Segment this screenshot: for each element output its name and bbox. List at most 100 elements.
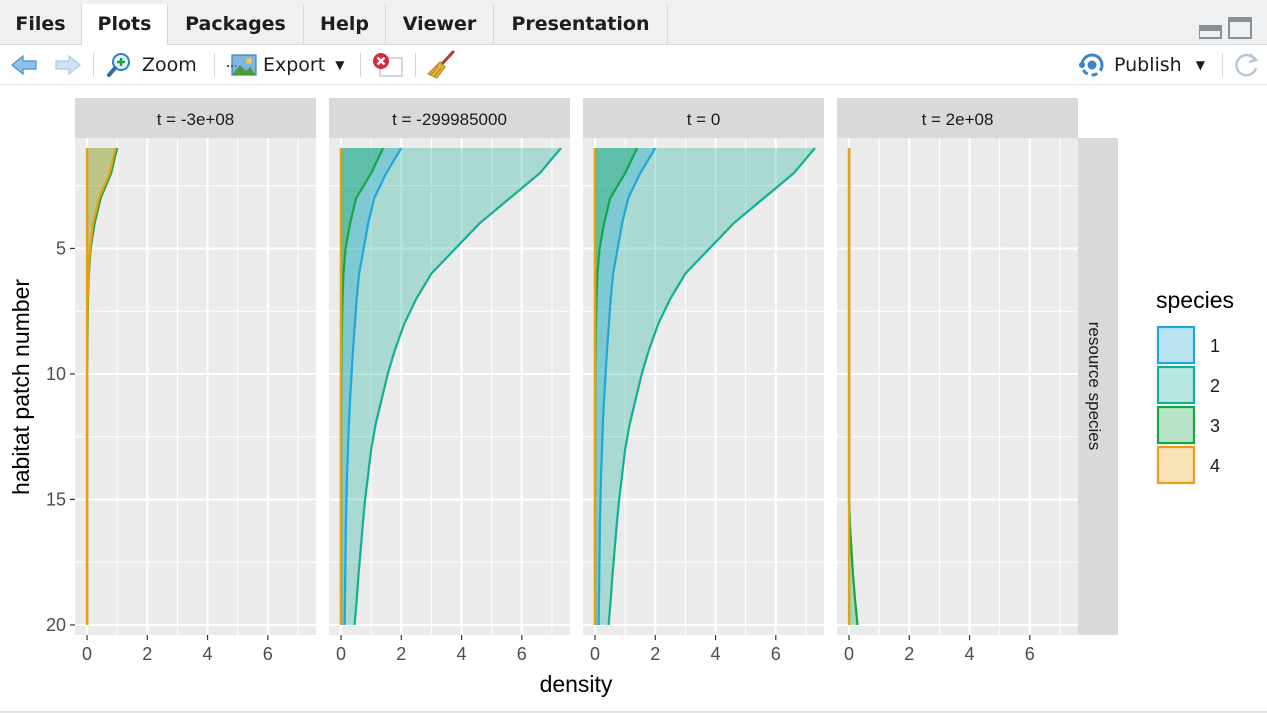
facet-strip [583, 98, 824, 138]
minimize-icon[interactable] [1198, 25, 1222, 39]
x-tick-label: 0 [336, 644, 346, 664]
pane-tab-bar: Files Plots Packages Help Viewer Present… [0, 0, 1267, 46]
legend-swatch [1156, 445, 1196, 485]
refresh-button[interactable] [1233, 45, 1261, 85]
facet-strip-label: t = -299985000 [392, 110, 507, 129]
x-tick-label: 0 [844, 644, 854, 664]
species-3-area [595, 148, 638, 625]
facet-panel: t = 0 [583, 98, 824, 635]
forward-button[interactable] [54, 45, 82, 85]
export-icon [227, 54, 257, 76]
legend-label: 3 [1210, 416, 1220, 436]
back-arrow-icon [11, 54, 37, 76]
x-tick-label: 4 [711, 644, 721, 664]
toolbar-separator [1222, 53, 1223, 77]
zoom-button[interactable]: Zoom [106, 45, 197, 85]
x-tick-label: 6 [517, 644, 527, 664]
plots-toolbar: Zoom Export ▼ Pub [0, 45, 1267, 85]
faceted-density-chart: t = -3e+08 t = -299985000 t = 0 t = 2e+08 0… [8, 98, 1234, 697]
facet-strip [329, 98, 570, 138]
facet-strip-label: t = -3e+08 [157, 110, 235, 129]
legend-label: 4 [1210, 456, 1220, 476]
x-tick-label: 4 [457, 644, 467, 664]
toolbar-separator [360, 53, 361, 77]
x-tick-label: 4 [203, 644, 213, 664]
zoom-label: Zoom [142, 54, 197, 76]
y-tick-label: 20 [46, 615, 66, 635]
toolbar-separator [415, 53, 416, 77]
chevron-down-icon: ▼ [335, 58, 345, 72]
species-1-line [343, 147, 403, 625]
legend-key-bg [1158, 326, 1194, 364]
species-3-area [87, 148, 118, 625]
legend-label: 1 [1210, 336, 1220, 356]
legend-key: 2 [1156, 365, 1220, 405]
legend-label: 2 [1210, 376, 1220, 396]
clear-plots-button[interactable] [426, 45, 456, 85]
legend-swatch [1156, 365, 1196, 405]
y-tick-label: 15 [46, 489, 66, 509]
tab-packages[interactable]: Packages [168, 4, 304, 45]
export-label: Export [263, 54, 326, 76]
toolbar-separator [214, 53, 215, 77]
strip-right: resource species [1078, 138, 1118, 635]
species-3-area [341, 148, 384, 625]
tab-viewer[interactable]: Viewer [386, 4, 494, 45]
legend-key: 4 [1156, 445, 1220, 485]
tab-presentation[interactable]: Presentation [494, 4, 668, 45]
broom-icon [427, 50, 455, 79]
pane-bottom-border [0, 711, 1267, 713]
facet-panel: t = 2e+08 [837, 98, 1078, 635]
publish-icon [1079, 53, 1104, 77]
zoom-icon [107, 53, 130, 77]
publish-button[interactable]: Publish ▼ [1078, 45, 1205, 85]
export-button[interactable]: Export ▼ [226, 45, 344, 85]
species-2-line [607, 147, 816, 626]
chart-axes: 0 2 4 6 0 2 4 6 0 2 4 6 0 2 4 6 5 10 15 20 [46, 238, 1035, 664]
x-axis-label: density [540, 671, 613, 697]
x-tick-label: 6 [1025, 644, 1035, 664]
legend-swatch [1156, 325, 1196, 365]
species-2-area [595, 148, 815, 625]
x-tick-label: 6 [771, 644, 781, 664]
window-controls [1198, 16, 1255, 40]
tab-plots[interactable]: Plots [81, 4, 168, 46]
x-tick-label: 2 [904, 644, 914, 664]
chevron-down-icon: ▼ [1195, 58, 1205, 72]
facet-strip-label: t = 0 [687, 110, 721, 129]
facet-strip-label: t = 2e+08 [922, 110, 994, 129]
tab-files[interactable]: Files [0, 4, 82, 45]
chart-panels: t = -3e+08 t = -299985000 t = 0 t = 2e+08 [75, 98, 1078, 635]
remove-plot-button[interactable] [370, 45, 404, 85]
y-axis-label: habitat patch number [8, 279, 34, 495]
panel-background [837, 138, 1078, 635]
x-tick-label: 2 [396, 644, 406, 664]
x-tick-label: 2 [142, 644, 152, 664]
species-2-line [353, 147, 562, 626]
facet-strip [75, 98, 316, 138]
legend-key-bg [1158, 446, 1194, 484]
species-1-area [595, 148, 656, 625]
tab-help[interactable]: Help [304, 4, 386, 45]
species-4-area [87, 148, 116, 625]
panel-background [75, 138, 316, 635]
legend: species 1 2 3 4 [1156, 287, 1234, 485]
x-tick-label: 2 [650, 644, 660, 664]
legend-swatch [1156, 405, 1196, 445]
remove-plot-icon [373, 53, 403, 77]
species-1-area [341, 148, 402, 625]
legend-key: 3 [1156, 405, 1220, 445]
legend-key-bg [1158, 406, 1194, 444]
publish-label: Publish [1114, 54, 1182, 76]
toolbar-separator [93, 53, 94, 77]
facet-strip [837, 98, 1078, 138]
refresh-icon [1235, 53, 1259, 77]
y-tick-label: 5 [56, 238, 66, 258]
back-button[interactable] [10, 45, 38, 85]
y-tick-label: 10 [46, 364, 66, 384]
x-tick-label: 6 [263, 644, 273, 664]
legend-key: 1 [1156, 325, 1220, 365]
maximize-icon[interactable] [1228, 17, 1252, 39]
strip-right-label: resource species [1085, 322, 1104, 451]
x-tick-label: 4 [965, 644, 975, 664]
